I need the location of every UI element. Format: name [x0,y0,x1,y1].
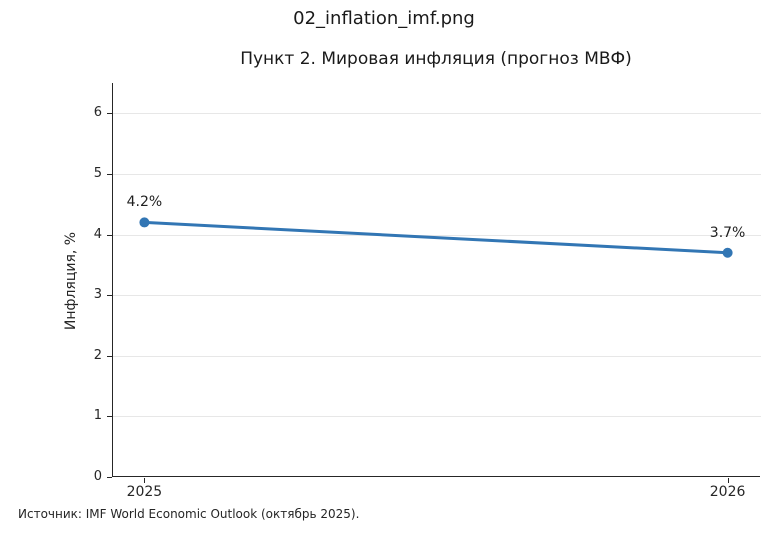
data-point-label: 3.7% [709,224,746,241]
gridline [113,234,761,236]
y-tick-label: 5 [93,165,102,181]
y-axis-label: Инфляция, % [63,231,79,331]
gridline [113,416,761,418]
y-tick-mark [107,234,112,236]
x-tick-mark [144,478,146,483]
y-tick-mark [107,477,112,478]
y-tick-label: 0 [93,469,102,484]
y-tick-mark [107,416,112,418]
y-tick-mark [107,113,112,115]
data-point-label: 4.2% [126,194,163,211]
x-tick-mark [727,478,729,483]
gridline [113,173,761,175]
plot-area [112,83,761,477]
x-tick-label: 2025 [126,484,163,500]
figure-suptitle: 02_inflation_imf.png [293,8,475,29]
y-tick-label: 3 [93,287,102,303]
y-tick-mark [107,355,112,357]
gridline [113,355,761,357]
y-tick-label: 6 [93,105,102,121]
y-tick-mark [107,295,112,297]
chart-title: Пункт 2. Мировая инфляция (прогноз МВФ) [240,49,632,69]
y-tick-label: 1 [93,408,102,424]
y-tick-label: 2 [93,347,102,363]
gridline [113,113,761,115]
source-note: Источник: IMF World Economic Outlook (ок… [18,507,360,521]
y-tick-label: 4 [93,226,102,242]
y-tick-mark [107,173,112,175]
gridline [113,295,761,297]
x-tick-label: 2026 [709,484,746,500]
